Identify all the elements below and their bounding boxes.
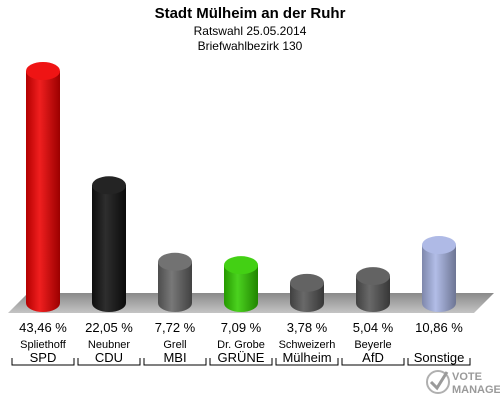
value-label: 5,04 % bbox=[353, 320, 394, 335]
category-underline bbox=[209, 358, 273, 366]
category-label: SPD bbox=[30, 350, 57, 365]
candidate-label: Neubner bbox=[88, 339, 131, 351]
bar-grüne bbox=[224, 256, 258, 312]
candidate-label: Grell bbox=[163, 339, 186, 351]
value-label: 3,78 % bbox=[287, 320, 328, 335]
bar-top bbox=[290, 273, 324, 292]
category-underline bbox=[407, 358, 471, 366]
bar-body bbox=[92, 185, 126, 312]
candidate-label: Spliethoff bbox=[20, 339, 67, 351]
bar-body bbox=[356, 276, 390, 312]
category-underline bbox=[275, 358, 339, 366]
bar-top bbox=[422, 236, 456, 255]
category-label: AfD bbox=[362, 350, 384, 365]
candidate-label: Schweizerh bbox=[279, 339, 336, 351]
bar-top bbox=[26, 62, 60, 80]
logo-ballot-icon bbox=[426, 370, 450, 394]
bar-top bbox=[158, 252, 192, 271]
chart-title: Stadt Mülheim an der Ruhr bbox=[155, 5, 346, 22]
bar-sonstige bbox=[422, 236, 456, 312]
bar-cdu bbox=[92, 176, 126, 312]
logo-line1: VOTE bbox=[452, 371, 482, 383]
category-label: Sonstige bbox=[414, 350, 465, 365]
category-underline bbox=[341, 358, 405, 366]
category-label: GRÜNE bbox=[218, 350, 265, 365]
chart-subtitle: Ratswahl 25.05.2014 bbox=[194, 24, 307, 38]
bar-body bbox=[158, 261, 192, 312]
bar-afd bbox=[356, 267, 390, 312]
candidate-label: Beyerle bbox=[354, 339, 391, 351]
bar-top bbox=[224, 256, 258, 275]
category-label: Mülheim bbox=[282, 350, 331, 365]
category-underline bbox=[11, 358, 75, 366]
value-label: 10,86 % bbox=[415, 320, 463, 335]
bar-top bbox=[356, 267, 390, 286]
vote-manager-logo: VOTE MANAGER bbox=[426, 370, 500, 396]
value-label: 43,46 % bbox=[19, 320, 67, 335]
bar-body bbox=[26, 71, 60, 312]
bar-spd bbox=[26, 62, 60, 312]
value-label: 7,09 % bbox=[221, 320, 262, 335]
bar-body bbox=[224, 265, 258, 312]
candidate-label: Dr. Grobe bbox=[217, 339, 265, 351]
category-underline bbox=[143, 358, 207, 366]
category-label: MBI bbox=[163, 350, 186, 365]
bars-group bbox=[26, 62, 456, 312]
logo-check-icon bbox=[429, 371, 449, 391]
value-label: 22,05 % bbox=[85, 320, 133, 335]
bar-top bbox=[92, 176, 126, 195]
bar-mbi bbox=[158, 252, 192, 312]
bar-body bbox=[422, 245, 456, 312]
category-underline bbox=[77, 358, 141, 366]
bar-mülheim bbox=[290, 273, 324, 312]
category-label: CDU bbox=[95, 350, 123, 365]
chart-subtitle-district: Briefwahlbezirk 130 bbox=[198, 39, 303, 53]
logo-line2: MANAGER bbox=[452, 384, 500, 396]
value-label: 7,72 % bbox=[155, 320, 196, 335]
